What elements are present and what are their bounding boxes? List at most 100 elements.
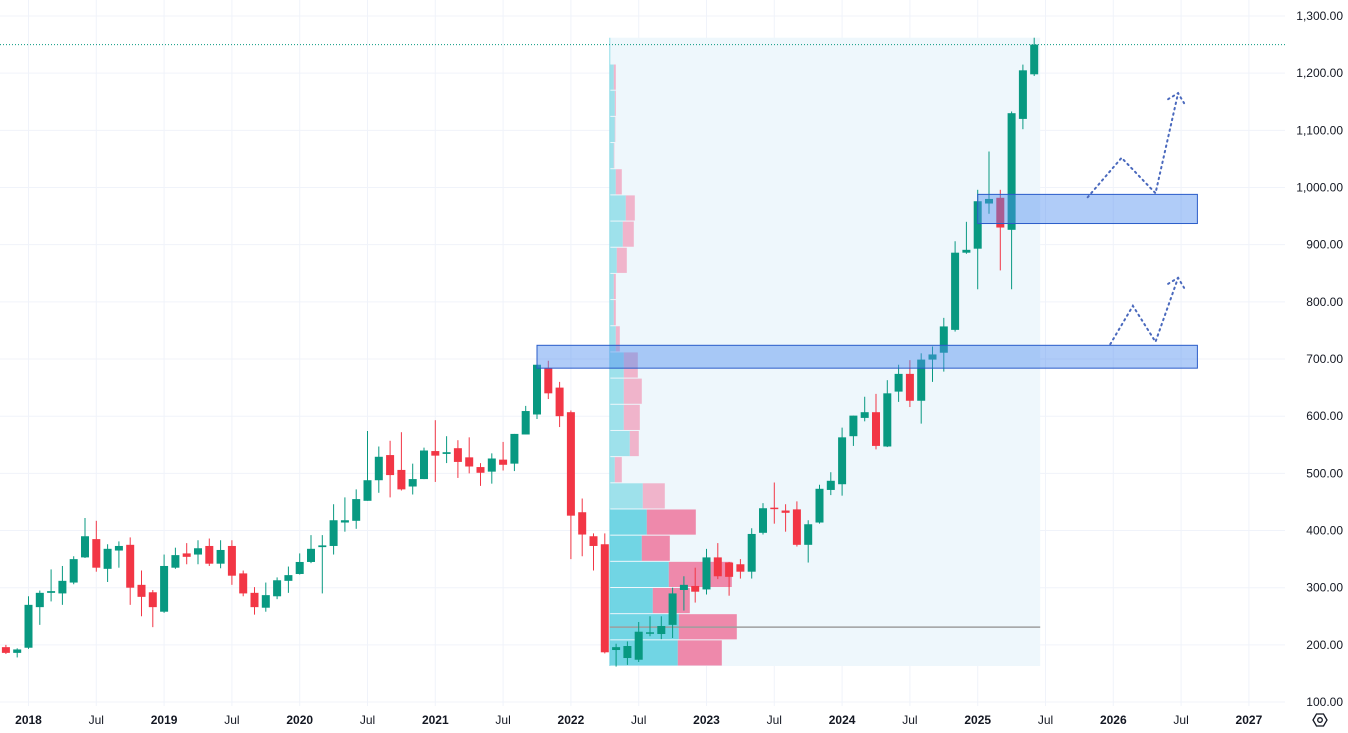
profile-row-down	[613, 300, 616, 326]
profile-row-up	[609, 509, 647, 535]
zones[interactable]	[536, 193, 1198, 369]
candle	[386, 440, 395, 498]
profile-row-up	[609, 273, 614, 300]
candle-body	[962, 249, 971, 253]
projection-path[interactable]	[1109, 276, 1180, 346]
candle-body	[1018, 70, 1027, 119]
candle-body	[973, 201, 982, 249]
candle-body	[713, 557, 722, 577]
candle-body	[589, 536, 598, 546]
candle-body	[533, 364, 541, 415]
profile-row-up	[609, 143, 614, 169]
candle-body	[702, 557, 711, 590]
time-tick-label: Jul	[224, 713, 239, 727]
volume-profile	[609, 64, 1041, 666]
volume-profile-range	[609, 37, 1041, 667]
candle-body	[13, 649, 22, 653]
projections[interactable]	[1086, 91, 1186, 346]
candle-body	[646, 632, 654, 634]
candle-body	[126, 544, 135, 588]
candle	[623, 641, 632, 665]
candle	[261, 582, 270, 612]
candle	[985, 151, 993, 214]
candle-body	[792, 509, 801, 545]
candle-body	[917, 359, 926, 401]
support-zone-rect[interactable]	[977, 193, 1198, 225]
candle	[453, 440, 462, 478]
candle	[114, 541, 123, 568]
candle-body	[318, 545, 327, 548]
profile-row-up	[609, 326, 616, 352]
candle-body	[657, 626, 666, 635]
profile-row-up	[609, 404, 624, 430]
time-tick-label: 2023	[693, 713, 720, 727]
candle	[679, 576, 688, 611]
candle-body	[691, 585, 700, 592]
time-tick-label: 2021	[422, 713, 449, 727]
candle	[81, 517, 89, 558]
candle	[849, 415, 858, 446]
profile-row-up	[609, 430, 630, 457]
profile-row-down	[623, 352, 638, 378]
candle-body	[736, 564, 745, 572]
candle	[1007, 111, 1016, 290]
candle-body	[1030, 44, 1039, 75]
profile-row-down	[623, 404, 640, 430]
candle-body	[555, 387, 564, 417]
profile-row-up	[609, 457, 615, 483]
time-axis[interactable]: 2018 Jul 2019 Jul 2020 Jul 2021 Jul 2022 Jul 2023 J…	[15, 713, 1262, 727]
candle	[487, 453, 496, 484]
candle	[781, 504, 790, 532]
candle	[499, 441, 508, 471]
candle	[1, 644, 10, 655]
candle	[318, 535, 327, 594]
candle	[928, 346, 937, 382]
projection-arrowhead	[1167, 91, 1186, 105]
candle-body	[114, 545, 123, 551]
candle-body	[770, 507, 779, 510]
candle-body	[442, 452, 451, 454]
profile-row-down	[614, 90, 616, 116]
candle-body	[284, 575, 293, 581]
candle-body	[273, 580, 282, 597]
profile-row-up	[609, 483, 643, 509]
settings-icon[interactable]	[1312, 713, 1328, 727]
candle-body	[939, 326, 948, 353]
support-zone-rect[interactable]	[536, 344, 1198, 369]
candle-body	[521, 411, 530, 435]
candle-body	[160, 565, 169, 612]
candle-body	[363, 480, 372, 501]
candle-body	[476, 467, 485, 473]
profile-row-up	[609, 221, 623, 247]
time-tick-label: 2024	[829, 713, 856, 727]
candle	[612, 643, 621, 667]
candle	[510, 433, 519, 472]
candle	[860, 396, 869, 422]
candle-body	[725, 562, 734, 577]
candle	[329, 504, 338, 555]
price-tick-label: 1,000.00	[1296, 181, 1343, 195]
price-tick-label: 900.00	[1306, 238, 1343, 252]
profile-row-down	[629, 430, 639, 457]
price-tick-label: 1,200.00	[1296, 66, 1343, 80]
candle-body	[894, 373, 903, 392]
time-tick-label: 2026	[1100, 713, 1127, 727]
profile-row-up	[609, 535, 642, 561]
candle	[713, 543, 722, 580]
candle	[996, 189, 1005, 271]
time-tick-label: Jul	[360, 713, 375, 727]
candle-body	[81, 536, 89, 558]
candle	[295, 553, 304, 575]
candle-body	[759, 508, 767, 533]
candle-body	[408, 479, 417, 487]
profile-row-up	[609, 116, 615, 143]
projection-path[interactable]	[1086, 92, 1180, 199]
candle	[804, 520, 813, 563]
profile-row-down	[615, 169, 622, 195]
profile-row-down	[616, 247, 627, 273]
price-axis[interactable]: 1,300.00 1,200.00 1,100.00 1,000.00 900.00 80…	[1296, 9, 1343, 709]
candle	[408, 463, 417, 495]
profile-row-down	[677, 640, 722, 666]
profile-row-down	[613, 64, 616, 90]
